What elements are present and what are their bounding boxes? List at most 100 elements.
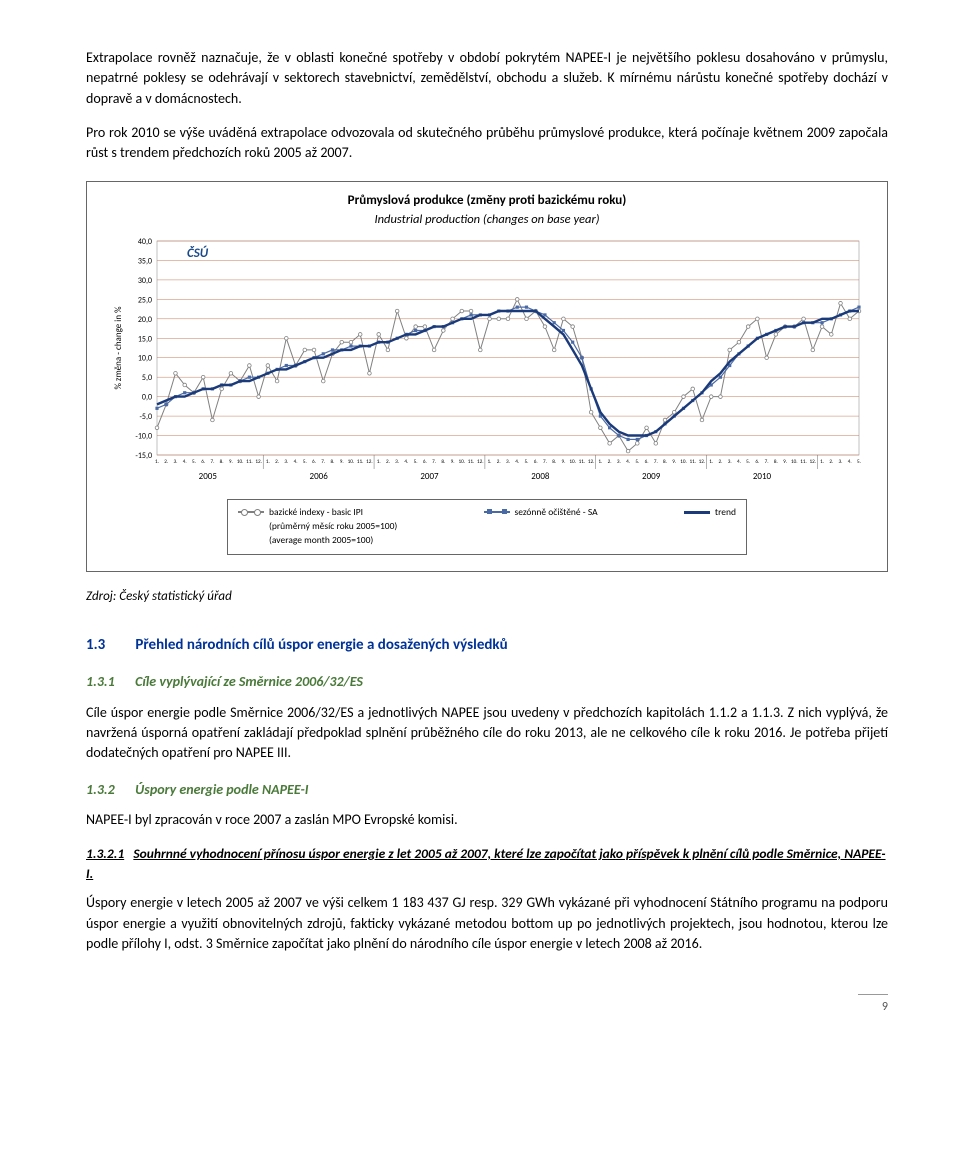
svg-text:2.: 2. bbox=[829, 459, 833, 465]
paragraph: Cíle úspor energie podle Směrnice 2006/3… bbox=[86, 703, 888, 764]
svg-text:11.: 11. bbox=[357, 459, 364, 465]
svg-text:5.: 5. bbox=[635, 459, 639, 465]
svg-text:40,0: 40,0 bbox=[138, 237, 152, 247]
svg-text:3.: 3. bbox=[395, 459, 399, 465]
subsubsection-number: 1.3.2.1 bbox=[86, 845, 124, 862]
svg-text:5.: 5. bbox=[746, 459, 750, 465]
section-number: 1.3 bbox=[86, 635, 132, 657]
legend-label: trend bbox=[715, 506, 736, 520]
subsubsection-title: Souhrnné vyhodnocení přínosu úspor energ… bbox=[86, 845, 886, 882]
svg-text:% změna - change in %: % změna - change in % bbox=[113, 306, 124, 390]
subsection-title: Cíle vyplývající ze Směrnice 2006/32/ES bbox=[135, 673, 363, 690]
svg-text:1.: 1. bbox=[598, 459, 602, 465]
svg-text:6.: 6. bbox=[534, 459, 538, 465]
svg-text:9.: 9. bbox=[451, 459, 455, 465]
svg-text:3.: 3. bbox=[284, 459, 288, 465]
svg-text:10,0: 10,0 bbox=[138, 354, 152, 364]
subsection-heading-1-3-2: 1.3.2 Úspory energie podle NAPEE-I bbox=[86, 780, 888, 800]
svg-text:3.: 3. bbox=[839, 459, 843, 465]
svg-text:12.: 12. bbox=[810, 459, 817, 465]
svg-text:8.: 8. bbox=[663, 459, 667, 465]
svg-text:4.: 4. bbox=[183, 459, 187, 465]
svg-text:15,0: 15,0 bbox=[138, 335, 152, 345]
svg-text:5.: 5. bbox=[414, 459, 418, 465]
svg-text:5.: 5. bbox=[303, 459, 307, 465]
svg-text:10.: 10. bbox=[459, 459, 466, 465]
svg-text:11.: 11. bbox=[579, 459, 586, 465]
svg-text:7.: 7. bbox=[543, 459, 547, 465]
svg-text:2.: 2. bbox=[718, 459, 722, 465]
svg-text:10.: 10. bbox=[680, 459, 687, 465]
svg-text:2007: 2007 bbox=[420, 471, 439, 482]
svg-text:9.: 9. bbox=[672, 459, 676, 465]
svg-text:4.: 4. bbox=[626, 459, 630, 465]
chart-svg: -15,0-10,0-5,00,05,010,015,020,025,030,0… bbox=[101, 235, 873, 485]
svg-text:2.: 2. bbox=[497, 459, 501, 465]
svg-text:0,0: 0,0 bbox=[142, 393, 152, 403]
svg-text:6.: 6. bbox=[312, 459, 316, 465]
subsection-title: Úspory energie podle NAPEE-I bbox=[135, 781, 308, 798]
svg-text:1.: 1. bbox=[709, 459, 713, 465]
svg-text:2009: 2009 bbox=[642, 471, 661, 482]
svg-text:2.: 2. bbox=[386, 459, 390, 465]
chart-source: Zdroj: Český statistický úřad bbox=[86, 588, 888, 607]
svg-text:1.: 1. bbox=[266, 459, 270, 465]
legend-item-trend: trend bbox=[684, 506, 736, 520]
svg-text:1.: 1. bbox=[488, 459, 492, 465]
legend-label: sezónně očištěné - SA bbox=[515, 506, 598, 520]
svg-text:7.: 7. bbox=[654, 459, 658, 465]
svg-text:4.: 4. bbox=[404, 459, 408, 465]
paragraph: Extrapolace rovněž naznačuje, že v oblas… bbox=[86, 48, 888, 109]
svg-text:11.: 11. bbox=[689, 459, 696, 465]
svg-text:9.: 9. bbox=[783, 459, 787, 465]
svg-text:11.: 11. bbox=[246, 459, 253, 465]
svg-text:6.: 6. bbox=[423, 459, 427, 465]
svg-text:3.: 3. bbox=[728, 459, 732, 465]
svg-text:9.: 9. bbox=[340, 459, 344, 465]
svg-text:10.: 10. bbox=[237, 459, 244, 465]
svg-text:2008: 2008 bbox=[531, 471, 550, 482]
section-heading-1-3: 1.3 Přehled národních cílů úspor energie… bbox=[86, 635, 888, 657]
svg-text:3.: 3. bbox=[173, 459, 177, 465]
legend-swatch-icon bbox=[238, 511, 264, 513]
svg-text:4.: 4. bbox=[294, 459, 298, 465]
svg-text:20,0: 20,0 bbox=[138, 315, 152, 325]
section-title: Přehled národních cílů úspor energie a d… bbox=[135, 636, 507, 654]
svg-text:1.: 1. bbox=[155, 459, 159, 465]
svg-text:12.: 12. bbox=[477, 459, 484, 465]
svg-text:4.: 4. bbox=[737, 459, 741, 465]
svg-text:6.: 6. bbox=[645, 459, 649, 465]
legend-swatch-icon bbox=[484, 511, 510, 513]
paragraph: NAPEE-I byl zpracován v roce 2007 a zasl… bbox=[86, 810, 888, 830]
svg-text:5.: 5. bbox=[524, 459, 528, 465]
subsection-number: 1.3.2 bbox=[86, 780, 132, 800]
svg-text:2.: 2. bbox=[275, 459, 279, 465]
svg-text:10.: 10. bbox=[791, 459, 798, 465]
svg-text:3.: 3. bbox=[506, 459, 510, 465]
svg-text:11.: 11. bbox=[800, 459, 807, 465]
svg-text:2.: 2. bbox=[608, 459, 612, 465]
paragraph: Úspory energie v letech 2005 až 2007 ve … bbox=[86, 893, 888, 954]
svg-text:8.: 8. bbox=[331, 459, 335, 465]
svg-text:10.: 10. bbox=[569, 459, 576, 465]
chart-subtitle: Industrial production (changes on base y… bbox=[101, 211, 873, 229]
paragraph: Pro rok 2010 se výše uváděná extrapolace… bbox=[86, 123, 888, 164]
subsubsection-heading-1-3-2-1: 1.3.2.1 Souhrnné vyhodnocení přínosu úsp… bbox=[86, 844, 888, 883]
svg-text:12.: 12. bbox=[699, 459, 706, 465]
svg-text:12.: 12. bbox=[255, 459, 262, 465]
svg-text:5.: 5. bbox=[192, 459, 196, 465]
svg-text:2.: 2. bbox=[164, 459, 168, 465]
svg-text:8.: 8. bbox=[552, 459, 556, 465]
svg-text:12.: 12. bbox=[366, 459, 373, 465]
svg-text:1.: 1. bbox=[377, 459, 381, 465]
svg-text:7.: 7. bbox=[210, 459, 214, 465]
svg-text:5.: 5. bbox=[857, 459, 861, 465]
svg-text:7.: 7. bbox=[432, 459, 436, 465]
svg-text:2006: 2006 bbox=[310, 471, 329, 482]
svg-text:-10,0: -10,0 bbox=[135, 432, 152, 442]
svg-text:35,0: 35,0 bbox=[138, 257, 152, 267]
legend-item-ipi: bazické indexy - basic IPI (průměrný měs… bbox=[238, 506, 397, 547]
svg-text:4.: 4. bbox=[515, 459, 519, 465]
svg-text:7.: 7. bbox=[765, 459, 769, 465]
chart-container: Průmyslová produkce (změny proti bazické… bbox=[86, 181, 888, 571]
